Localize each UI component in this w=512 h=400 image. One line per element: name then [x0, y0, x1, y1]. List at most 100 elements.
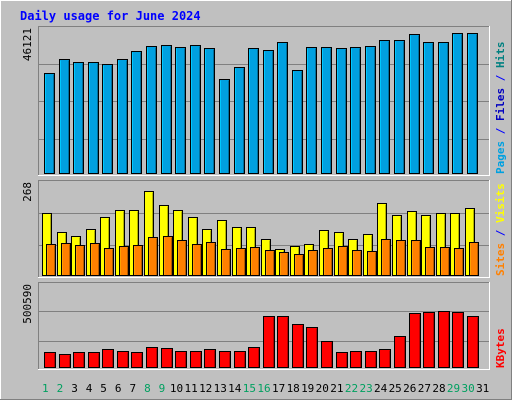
- panel-1-bar-pages: [248, 48, 259, 174]
- panel-2-bar-sites: [323, 248, 333, 276]
- panel-2-bar-sites: [265, 250, 275, 276]
- panel-2-bar-sites: [90, 243, 100, 276]
- x-tick-label: 31: [476, 382, 489, 395]
- panel-3-bar-kbytes: [467, 316, 479, 368]
- x-tick-label: 12: [199, 382, 212, 395]
- panel-2-bar-sites: [75, 245, 85, 276]
- panel-1-bar-pages: [379, 40, 390, 174]
- x-tick-label: 4: [86, 382, 93, 395]
- panel-1-bar-pages: [88, 62, 99, 174]
- panel-2-bar-sites: [192, 244, 202, 276]
- x-tick-label: 28: [432, 382, 445, 395]
- x-tick-label: 19: [301, 382, 314, 395]
- panel-3-bar-kbytes: [146, 347, 158, 368]
- panel-3-bar-kbytes: [409, 313, 421, 368]
- panel-3-bar-kbytes: [438, 311, 450, 368]
- panel-1-legend-part: Pages: [494, 141, 507, 174]
- panel-2-bar-sites: [236, 248, 246, 276]
- panel-1-legend-part: Hits: [494, 42, 507, 69]
- panel-2-bar-sites: [148, 237, 158, 276]
- panel-3-bar-kbytes: [263, 316, 275, 368]
- panel-2-bar-sites: [367, 251, 377, 276]
- panel-3-bar-kbytes: [161, 348, 173, 368]
- x-tick-label: 7: [129, 382, 136, 395]
- panel-2-series-legend: Sites / Visits: [494, 183, 507, 276]
- x-tick-label: 27: [418, 382, 431, 395]
- panel-2-bar-sites: [250, 247, 260, 276]
- panel-1-ymax-label: 46121: [21, 28, 34, 61]
- x-tick-label: 18: [287, 382, 300, 395]
- panel-3-bar-kbytes: [248, 347, 260, 368]
- x-tick-label: 13: [214, 382, 227, 395]
- panel-1-legend-part: /: [494, 68, 507, 88]
- panel-3-bar-kbytes: [321, 341, 333, 368]
- panel-3-bar-kbytes: [336, 352, 348, 368]
- panel-1-bar-pages: [306, 47, 317, 174]
- panel-2-bar-sites: [61, 243, 71, 276]
- panel-2-bar-sites: [440, 247, 450, 276]
- x-tick-label: 20: [316, 382, 329, 395]
- panel-2-bar-sites: [381, 239, 391, 276]
- panel-2-bar-sites: [119, 246, 129, 276]
- panel-1-bar-pages: [219, 79, 230, 174]
- panel-1-bar-pages: [73, 62, 84, 174]
- x-tick-label: 6: [115, 382, 122, 395]
- panel-3-bar-kbytes: [44, 352, 56, 368]
- x-tick-label: 9: [159, 382, 166, 395]
- panel-1-bar-pages: [234, 67, 245, 174]
- x-tick-label: 17: [272, 382, 285, 395]
- panel-2-bar-sites: [425, 247, 435, 276]
- panel-3-bar-kbytes: [306, 327, 318, 368]
- panel-1-bar-pages: [321, 47, 332, 174]
- panel-3-bar-kbytes: [88, 352, 100, 368]
- panel-2-bar-sites: [308, 250, 318, 276]
- panel-3-bar-kbytes: [175, 351, 187, 368]
- panel-1-legend-part: Files: [494, 88, 507, 121]
- panel-2-bar-sites: [104, 248, 114, 276]
- panel-3-bar-kbytes: [219, 351, 231, 368]
- panel-2-legend-part: /: [494, 223, 507, 243]
- panel-1-bar-pages: [365, 46, 376, 174]
- panel-1-legend-part: /: [494, 121, 507, 141]
- x-tick-label: 10: [170, 382, 183, 395]
- panel-1-bar-pages: [131, 51, 142, 174]
- panel-3-bar-kbytes: [73, 352, 85, 368]
- panel-1-bar-pages: [423, 42, 434, 174]
- panel-2-bar-sites: [352, 250, 362, 276]
- panel-1-series-legend: Pages / Files / Hits: [494, 42, 507, 175]
- x-tick-label: 21: [330, 382, 343, 395]
- panel-3-bar-kbytes: [350, 351, 362, 368]
- panel-2-ymax-label: 268: [21, 182, 34, 202]
- panel-2-bar-sites: [411, 240, 421, 276]
- x-tick-label: 5: [100, 382, 107, 395]
- x-tick-label: 15: [243, 382, 256, 395]
- panel-1-bar-pages: [277, 42, 288, 174]
- x-tick-label: 2: [57, 382, 64, 395]
- panel-2-bar-sites: [133, 245, 143, 276]
- panel-1-bar-pages: [452, 33, 463, 174]
- x-tick-label: 1: [42, 382, 49, 395]
- x-tick-label: 8: [144, 382, 151, 395]
- panel-1-bar-pages: [292, 70, 303, 174]
- panel-3-legend-part: KBytes: [494, 328, 507, 368]
- panel-2-bar-sites: [469, 242, 479, 276]
- panel-3-bar-kbytes: [292, 324, 304, 368]
- panel-3-bar-kbytes: [59, 354, 71, 368]
- panel-2-bar-sites: [177, 240, 187, 276]
- panel-2-bar-sites: [279, 252, 289, 276]
- x-tick-label: 25: [389, 382, 402, 395]
- panel-2-bar-sites: [294, 254, 304, 276]
- x-tick-label: 16: [257, 382, 270, 395]
- panel-1-bar-pages: [44, 73, 55, 174]
- panel-3-bar-kbytes: [379, 349, 391, 368]
- panel-1-bar-pages: [59, 59, 70, 174]
- panel-2-bar-sites: [221, 249, 231, 276]
- x-tick-label: 30: [461, 382, 474, 395]
- panel-3-ymax-label: 500590: [21, 284, 34, 324]
- panel-3-bar-kbytes: [102, 349, 114, 368]
- panel-2-bar-sites: [206, 242, 216, 276]
- panel-2-bar-sites: [338, 246, 348, 276]
- x-tick-label: 23: [359, 382, 372, 395]
- panel-3-bar-kbytes: [117, 351, 129, 368]
